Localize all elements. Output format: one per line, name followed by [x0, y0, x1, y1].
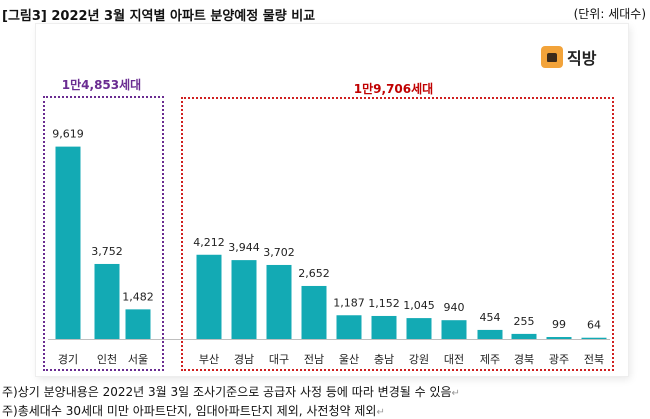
capital-area-total: 1만4,853세대	[61, 78, 142, 92]
brand-logo: 직방	[541, 44, 596, 70]
bar-경기	[55, 146, 81, 339]
house-chat-logo-icon	[541, 46, 563, 68]
logo-text: 직방	[567, 49, 597, 68]
paragraph-mark: ↵	[451, 388, 460, 399]
category-label-광주: 광주	[549, 353, 569, 366]
bar-강원	[406, 318, 432, 339]
value-label-광주: 99	[552, 318, 566, 331]
bar-경북	[511, 333, 537, 339]
other-region-group-box	[181, 97, 614, 371]
value-label-강원: 1,045	[403, 299, 435, 312]
value-label-충남: 1,152	[368, 297, 400, 310]
category-label-대구: 대구	[269, 353, 289, 366]
footnote-1: 주)상기 분양내용은 2022년 3월 3일 조사기준으로 공급자 사정 등에 …	[2, 383, 460, 400]
bar-대전	[441, 320, 467, 339]
category-label-충남: 충남	[374, 353, 394, 366]
value-label-경기: 9,619	[52, 128, 84, 141]
category-label-제주: 제주	[480, 353, 500, 366]
paragraph-mark: ↵	[376, 407, 385, 418]
category-label-서울: 서울	[128, 353, 148, 366]
footnote-2-text: 주)총세대수 30세대 미만 아파트단지, 임대아파트단지 제외, 사전청약 제…	[2, 404, 377, 418]
bar-전남	[301, 285, 327, 339]
capital-area-group-box	[43, 96, 164, 371]
unit-label: (단위: 세대수)	[573, 7, 646, 21]
category-label-울산: 울산	[339, 353, 359, 366]
value-label-대구: 3,702	[263, 246, 295, 259]
value-label-울산: 1,187	[333, 296, 365, 309]
category-label-인천: 인천	[97, 352, 117, 366]
value-label-경남: 3,944	[228, 241, 260, 254]
bar-부산	[196, 254, 222, 339]
value-label-경북: 255	[514, 315, 535, 328]
bar-충남	[371, 315, 397, 339]
category-label-전남: 전남	[304, 353, 324, 366]
category-label-전북: 전북	[584, 353, 604, 366]
value-label-제주: 454	[480, 311, 501, 324]
bar-제주	[477, 329, 503, 339]
category-label-경북: 경북	[514, 353, 534, 366]
value-label-대전: 940	[444, 301, 465, 314]
footnote-1-text: 주)상기 분양내용은 2022년 3월 3일 조사기준으로 공급자 사정 등에 …	[2, 385, 452, 399]
category-label-부산: 부산	[199, 353, 219, 366]
other-region-total: 1만9,706세대	[353, 82, 434, 96]
value-label-전북: 64	[587, 319, 601, 332]
value-label-인천: 3,752	[91, 245, 123, 258]
bar-전북	[581, 337, 607, 339]
category-label-대전: 대전	[444, 353, 464, 366]
value-label-전남: 2,652	[298, 267, 330, 280]
bar-인천	[94, 263, 120, 339]
footnote-2: 주)총세대수 30세대 미만 아파트단지, 임대아파트단지 제외, 사전청약 제…	[2, 402, 385, 419]
figure-title: [그림3] 2022년 3월 지역별 아파트 분양예정 물량 비교	[2, 9, 316, 24]
bar-서울	[125, 309, 151, 339]
category-label-경기: 경기	[58, 353, 78, 366]
category-label-강원: 강원	[409, 353, 429, 366]
bar-광주	[546, 337, 572, 339]
bar-대구	[266, 264, 292, 339]
bar-경남	[231, 260, 257, 339]
value-label-부산: 4,212	[193, 236, 225, 249]
value-label-서울: 1,482	[122, 290, 154, 303]
bar-울산	[336, 315, 362, 339]
category-label-경남: 경남	[234, 353, 254, 366]
